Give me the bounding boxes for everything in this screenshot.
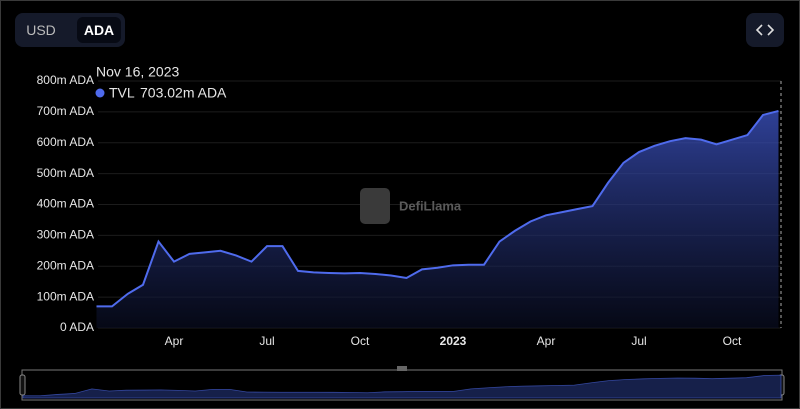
y-tick-label: 300m ADA [37, 228, 94, 242]
y-tick-label: 0 ADA [60, 320, 94, 334]
area [96, 110, 779, 329]
y-tick-label: 100m ADA [37, 289, 94, 303]
y-tick-label: 400m ADA [37, 197, 94, 211]
x-tick-label: 2023 [440, 334, 467, 348]
x-tick-label: Oct [351, 334, 370, 348]
currency-toggle: USD ADA [15, 13, 125, 47]
watermark-text: DefiLlama [399, 198, 462, 213]
y-tick-label: 800m ADA [37, 73, 94, 87]
y-tick-label: 200m ADA [37, 258, 94, 272]
embed-icon [755, 24, 775, 36]
x-tick-label: Jul [631, 334, 646, 348]
embed-button[interactable] [746, 13, 784, 47]
tooltip-series: TVL [109, 85, 135, 101]
line [96, 109, 779, 308]
y-tick-label: 700m ADA [37, 104, 94, 118]
slider-handle[interactable] [19, 374, 26, 396]
watermark: DefiLlama [360, 188, 462, 224]
tooltip-marker [95, 88, 105, 98]
tooltip-date: Nov 16, 2023 [96, 64, 179, 80]
tooltip-value: 703.02m ADA [140, 85, 227, 101]
toggle-option[interactable]: ADA [77, 17, 121, 43]
toggle-option[interactable]: USD [26, 22, 56, 38]
x-tick-label: Apr [537, 334, 556, 348]
x-tick-label: Apr [165, 334, 184, 348]
y-tick-label: 500m ADA [37, 166, 94, 180]
mini-area [22, 374, 782, 399]
slider-handle[interactable] [397, 366, 407, 371]
y-tick-label: 600m ADA [37, 135, 94, 149]
x-tick-label: Jul [259, 334, 274, 348]
x-tick-label: Oct [723, 334, 742, 348]
